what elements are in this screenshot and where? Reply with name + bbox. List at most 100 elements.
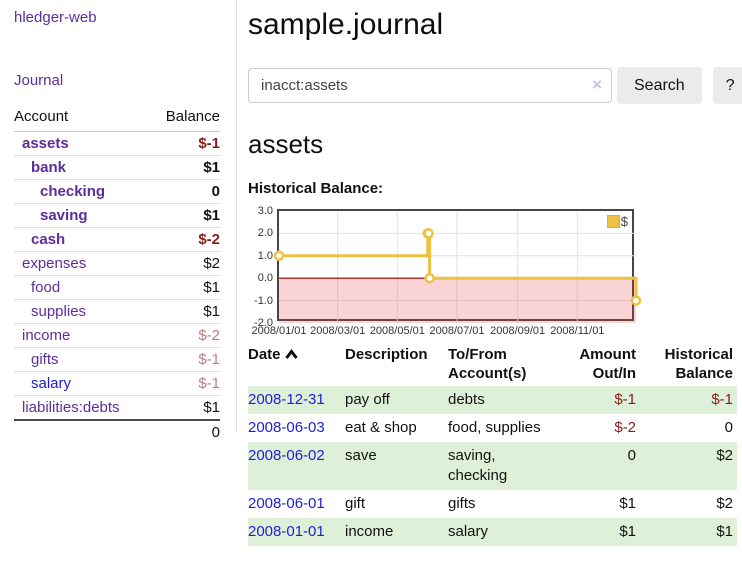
y-axis-tick-label: 1.0 (257, 249, 273, 262)
account-balance: $-1 (150, 347, 220, 372)
account-balance: $-1 (150, 131, 220, 156)
account-link[interactable]: supplies (31, 303, 87, 320)
account-balance: $2 (150, 251, 220, 276)
balance-column-header: Balance (150, 104, 220, 132)
clear-search-icon[interactable]: × (592, 75, 602, 94)
transaction-amount: $1 (619, 523, 636, 540)
date-column-header[interactable]: Date (248, 343, 345, 386)
transaction-balance: $2 (716, 495, 733, 512)
x-axis-tick-label: 2008/07/01 (429, 325, 485, 337)
transaction-amount: $-1 (614, 391, 636, 408)
app-title-link[interactable]: hledger-web (14, 9, 97, 26)
transaction-accounts: food, supplies (448, 419, 541, 436)
y-axis-tick-label: 2.0 (257, 227, 273, 240)
account-link[interactable]: gifts (31, 351, 59, 368)
transaction-date-link[interactable]: 2008-06-03 (248, 419, 325, 436)
register-header-row: Date Description To/From Account(s) Amou… (248, 343, 737, 386)
transaction-accounts: gifts (448, 495, 476, 512)
account-row: expenses $2 (14, 251, 220, 276)
x-axis-tick-label: 2008/09/01 (490, 325, 546, 337)
account-link[interactable]: bank (31, 159, 67, 176)
accounts-column-header: To/From Account(s) (448, 346, 527, 382)
transaction-date-link[interactable]: 2008-01-01 (248, 523, 325, 540)
transaction-description: save (345, 447, 377, 464)
account-balance: $1 (150, 203, 220, 228)
transaction-date-link[interactable]: 2008-06-02 (248, 447, 325, 464)
sort-ascending-icon (284, 349, 298, 359)
account-balance: $1 (203, 399, 220, 416)
page-title: sample.journal (248, 8, 444, 41)
legend-label: $ (620, 214, 628, 229)
account-balance: $1 (150, 299, 220, 324)
transaction-date-link[interactable]: 2008-06-01 (248, 495, 325, 512)
account-row: salary $-1 (14, 371, 220, 396)
account-balance: $-2 (150, 323, 220, 348)
chart-legend: $ (606, 214, 628, 229)
chart-title: Historical Balance: (248, 180, 384, 197)
legend-swatch (606, 215, 620, 228)
transaction-row: 2008-06-01 gift gifts $1 $2 (248, 490, 737, 518)
historical-balance-chart[interactable]: $ 3.0 2.0 1.0 0.0 -1.0 -2.0 2008/01/01 2008/03/… (251, 205, 642, 337)
account-balance: $1 (150, 275, 220, 300)
main-content: sample.journal × Search ? assets Histori… (237, 0, 742, 546)
transaction-date-link[interactable]: 2008-12-31 (248, 391, 325, 408)
account-link[interactable]: liabilities:debts (22, 399, 120, 416)
y-axis-tick-label: 0.0 (257, 272, 273, 285)
account-balance: $-2 (150, 227, 220, 252)
y-axis-tick-label: -2.0 (254, 317, 273, 329)
accounts-total-value: 0 (150, 419, 220, 444)
transaction-balance: $1 (716, 523, 733, 540)
sidebar: hledger-web Journal Account Balance asse… (0, 0, 237, 444)
account-link[interactable]: cash (31, 231, 66, 248)
account-row: gifts $-1 (14, 347, 220, 372)
account-link[interactable]: saving (40, 207, 88, 224)
account-balance: $1 (150, 155, 220, 180)
account-heading: assets (248, 129, 324, 159)
x-axis-tick-label: 2008/03/01 (310, 325, 366, 337)
account-row: liabilities:debts $1 (14, 396, 220, 421)
account-row: food $1 (14, 275, 220, 300)
transaction-accounts: saving, checking (448, 447, 508, 484)
account-link[interactable]: assets (22, 135, 69, 152)
x-axis-tick-label: 2008/11/01 (550, 325, 605, 337)
accounts-total-row: 0 (14, 419, 220, 444)
transaction-description: pay off (345, 391, 390, 408)
transaction-row: 2008-06-02 save saving, checking 0 $2 (248, 442, 737, 490)
account-link[interactable]: checking (40, 183, 106, 200)
y-axis-tick-label: 3.0 (257, 205, 273, 217)
transaction-row: 2008-01-01 income salary $1 $1 (248, 518, 737, 546)
account-row: bank $1 (14, 155, 220, 180)
search-input[interactable] (248, 68, 612, 103)
sidebar-item-journal[interactable]: Journal (14, 72, 64, 89)
transaction-description: eat & shop (345, 419, 417, 436)
account-link[interactable]: food (31, 279, 61, 296)
help-button[interactable]: ? (712, 67, 742, 104)
search-button[interactable]: Search (617, 67, 702, 104)
account-balance: $-1 (150, 371, 220, 396)
transaction-amount: $-2 (614, 419, 636, 436)
accounts-balance-table: Account Balance assets $-1 bank $1 check… (14, 104, 220, 444)
app-window: hledger-web Journal Account Balance asse… (0, 0, 742, 546)
transaction-accounts: salary (448, 523, 489, 540)
transaction-balance: 0 (724, 419, 733, 436)
balance-column-header: Historical Balance (664, 346, 733, 382)
account-row: income $-2 (14, 323, 220, 348)
account-link[interactable]: salary (31, 375, 72, 392)
x-axis-tick-label: 2008/05/01 (369, 325, 425, 337)
transaction-description: income (345, 523, 394, 540)
search-bar: × Search ? (248, 67, 742, 104)
accounts-column-header: Account (14, 104, 151, 132)
transaction-amount: 0 (627, 447, 636, 464)
transaction-balance: $2 (716, 447, 733, 464)
transaction-row: 2008-12-31 pay off debts $-1 $-1 (248, 386, 737, 414)
transaction-accounts: debts (448, 391, 485, 408)
amount-column-header: Amount Out/In (579, 346, 636, 382)
register-table: Date Description To/From Account(s) Amou… (248, 343, 737, 546)
transaction-row: 2008-06-03 eat & shop food, supplies $-2… (248, 414, 737, 442)
balance-line-series (273, 211, 642, 323)
account-row: checking 0 (14, 179, 220, 204)
account-link[interactable]: income (22, 327, 71, 344)
account-balance: 0 (150, 179, 220, 204)
account-row: cash $-2 (14, 227, 220, 252)
account-link[interactable]: expenses (22, 255, 87, 272)
